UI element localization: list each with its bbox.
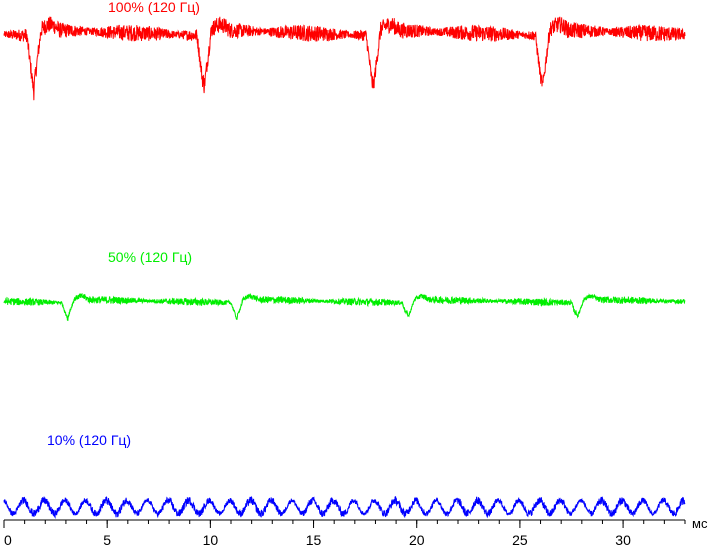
traces [3,16,686,520]
x-tick-label: 20 [409,532,425,548]
series-label-100: 100% (120 Гц) [108,0,200,15]
x-tick-label: 5 [103,532,111,548]
x-tick-label: 30 [615,532,631,548]
x-tick-label: 0 [4,532,12,548]
series-line-100 [3,16,686,101]
x-axis: 0 5 10 15 20 25 30 [3,519,686,548]
series-label-10: 10% (120 Гц) [47,432,131,448]
series-line-50 [3,292,686,321]
x-axis-unit: мс [692,516,708,531]
x-tick-label: 25 [512,532,528,548]
x-tick-label: 15 [306,532,322,548]
series-label-50: 50% (120 Гц) [108,249,192,265]
series-line-10 [3,495,686,520]
x-tick-label: 10 [203,532,219,548]
